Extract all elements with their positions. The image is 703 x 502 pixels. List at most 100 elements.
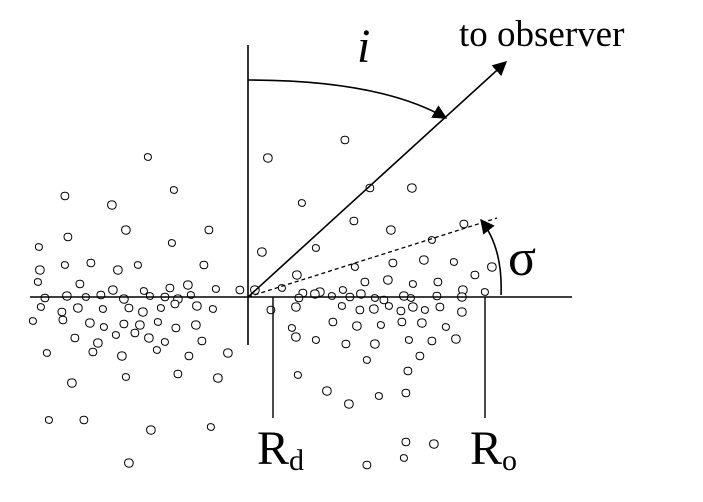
dust-grain xyxy=(107,200,117,210)
dust-grain xyxy=(167,239,176,247)
dust-grain xyxy=(327,292,336,300)
dust-grain xyxy=(362,356,371,364)
dust-grain xyxy=(117,351,127,361)
dust-grain xyxy=(183,280,193,290)
dust-grain xyxy=(173,369,183,379)
dust-grain xyxy=(386,225,396,235)
dust-grain xyxy=(370,294,379,302)
dust-grain xyxy=(399,291,409,301)
dust-grain xyxy=(79,415,89,425)
dust-grain xyxy=(470,270,480,280)
inclination-label: i xyxy=(357,20,370,73)
sigma-label: σ xyxy=(508,230,536,287)
dust-grain xyxy=(401,388,411,398)
dust-grain xyxy=(374,392,383,400)
dust-grain xyxy=(257,247,267,257)
dust-grain xyxy=(165,283,175,293)
dust-grain xyxy=(292,270,302,280)
dust-grain xyxy=(135,320,145,330)
dust-grain xyxy=(401,437,411,447)
dust-grain xyxy=(197,336,207,346)
dust-grain xyxy=(399,454,408,462)
dust-grain xyxy=(121,225,131,235)
dust-grain xyxy=(287,324,296,332)
dust-grain xyxy=(111,331,120,339)
dust-grain xyxy=(349,216,359,226)
dust-grain xyxy=(370,339,380,349)
dust-grain xyxy=(365,183,375,193)
dust-grain xyxy=(40,293,50,303)
dust-grain xyxy=(487,262,497,272)
dust-grain xyxy=(171,323,181,333)
dust-grain xyxy=(28,317,37,325)
dust-grain xyxy=(33,278,42,286)
dust-grain xyxy=(362,460,372,470)
dust-grain xyxy=(311,244,320,252)
dust-grain xyxy=(93,338,103,348)
dust-grain xyxy=(406,294,415,302)
dust-grain xyxy=(144,333,154,343)
dust-grain xyxy=(139,287,148,295)
dust-grain xyxy=(119,294,129,304)
outer-radius-label: Ro xyxy=(470,422,517,477)
dust-grain xyxy=(404,336,413,344)
dust-grain xyxy=(384,302,393,310)
dust-grain xyxy=(75,279,85,289)
dust-grain xyxy=(70,333,80,343)
dust-grain xyxy=(146,425,156,435)
dust-grain xyxy=(328,317,338,327)
inner-radius-subscript: d xyxy=(289,444,304,477)
dust-grain xyxy=(213,373,223,383)
dust-grain xyxy=(338,286,347,294)
dust-grain xyxy=(121,373,130,381)
dust-grain xyxy=(383,275,393,285)
dust-grain xyxy=(360,277,370,287)
observer-arrow xyxy=(247,61,508,298)
dust-grain xyxy=(58,315,68,325)
dust-grain xyxy=(57,307,67,317)
dust-grain xyxy=(397,317,407,327)
inclination-arc xyxy=(247,79,448,119)
dust-grain xyxy=(133,261,142,269)
dust-grain xyxy=(337,302,346,310)
dust-grain xyxy=(124,303,134,313)
dust-grain xyxy=(263,153,273,163)
dust-grain xyxy=(480,288,489,296)
dust-grain xyxy=(427,236,436,244)
dust-grain xyxy=(130,328,140,338)
dust-grain xyxy=(369,304,379,314)
dust-grain xyxy=(291,332,301,342)
dust-grain xyxy=(297,199,306,207)
dust-grain xyxy=(208,305,217,313)
dust-grain xyxy=(86,258,96,268)
dust-grain xyxy=(451,334,461,344)
dust-grain xyxy=(211,285,220,293)
dust-grain xyxy=(98,305,107,313)
dust-grains xyxy=(28,135,497,470)
dust-grain xyxy=(396,306,406,316)
dust-grain xyxy=(344,399,354,409)
dust-grain xyxy=(352,321,362,331)
dust-grain xyxy=(60,261,69,269)
dust-grain xyxy=(206,423,215,431)
dust-grain xyxy=(311,336,320,344)
dust-grain xyxy=(427,336,437,346)
dust-grain xyxy=(88,347,98,357)
dust-grain xyxy=(160,338,169,346)
dust-grain xyxy=(62,291,72,301)
dust-grain xyxy=(113,265,123,275)
outer-radius-subscript: o xyxy=(502,444,517,477)
sigma-arc xyxy=(480,218,502,296)
dust-grain xyxy=(204,225,214,235)
dust-grain xyxy=(407,183,417,193)
dust-grain xyxy=(153,318,162,326)
dust-grain xyxy=(99,323,108,331)
dust-grain xyxy=(73,303,83,313)
dust-grain xyxy=(355,305,365,315)
dust-grain xyxy=(63,232,73,242)
dust-grain xyxy=(388,258,398,268)
dust-grain xyxy=(192,301,202,311)
inner-radius-label: Rd xyxy=(257,422,304,477)
dust-grain xyxy=(60,191,70,201)
dust-grain xyxy=(403,366,413,376)
